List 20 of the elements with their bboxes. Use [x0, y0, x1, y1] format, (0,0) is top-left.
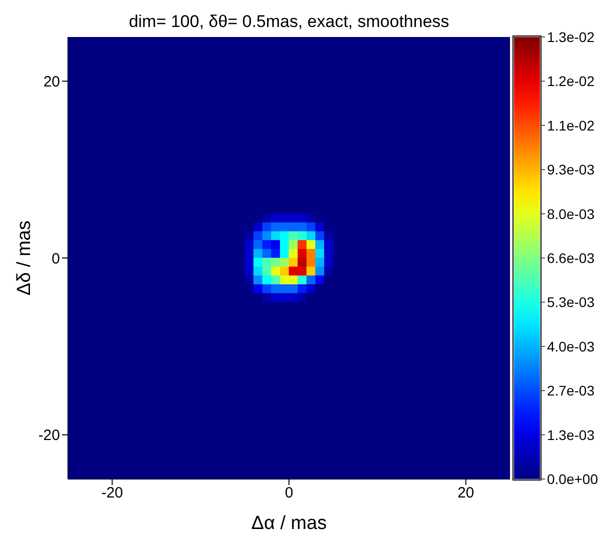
y-tick-label: -20: [38, 427, 60, 444]
color-bar-label: 1.2e-02: [547, 73, 595, 90]
y-tick-label: 20: [43, 74, 60, 91]
color-bar-label: 6.6e-03: [547, 250, 595, 266]
x-axis-title: Δα / mas: [251, 513, 327, 534]
color-bar-label: 1.3e-02: [547, 29, 595, 45]
x-tick-label: 0: [284, 484, 294, 502]
y-tick-label: 0: [52, 250, 60, 268]
color-bar-label: 4.0e-03: [547, 338, 595, 354]
color-bar-label: 1.3e-03: [547, 426, 595, 443]
color-bar-label: 9.3e-03: [547, 162, 595, 178]
chart-title: dim= 100, δθ= 0.5mas, exact, smoothness: [128, 12, 450, 32]
color-bar-label: 8.0e-03: [547, 206, 595, 222]
color-bar-label: 1.1e-02: [547, 117, 595, 134]
color-bar-label: 5.3e-03: [547, 294, 595, 310]
y-axis-title: Δδ / mas: [14, 220, 35, 296]
color-bar-label: 2.7e-03: [547, 382, 595, 399]
x-tick-label: 20: [457, 484, 474, 502]
color-bar-label: 0.0e+00: [547, 471, 598, 487]
x-tick-label: -20: [101, 484, 124, 502]
